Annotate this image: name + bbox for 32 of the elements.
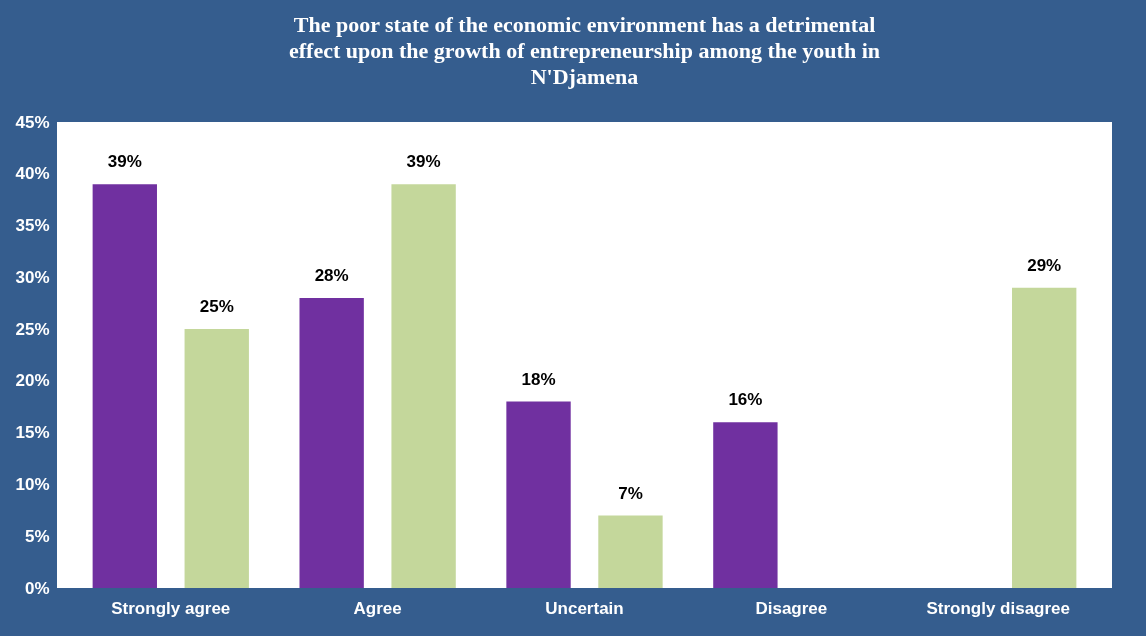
data-label: 28% xyxy=(314,266,349,286)
x-tick-label: Uncertain xyxy=(545,598,624,618)
y-tick-label: 5% xyxy=(24,526,50,546)
y-tick-label: 20% xyxy=(15,371,50,391)
x-tick-label: Strongly agree xyxy=(111,598,231,618)
bar xyxy=(506,401,571,588)
data-label: 25% xyxy=(199,297,234,317)
y-tick-label: 10% xyxy=(15,474,50,494)
data-label: 7% xyxy=(618,483,643,503)
data-label: 18% xyxy=(521,369,556,389)
chart-title: The poor state of the economic environment has a detrimental effect upon the growth of entrepreneurship among the youth in N'Djamena xyxy=(289,12,880,89)
x-tick-label: Agree xyxy=(353,598,402,618)
y-tick-label: 45% xyxy=(15,112,50,132)
bar xyxy=(598,515,663,588)
bar xyxy=(184,329,249,588)
data-label: 16% xyxy=(728,390,763,410)
bar xyxy=(92,184,157,588)
data-label: 29% xyxy=(1027,255,1062,275)
bar xyxy=(713,422,778,588)
bar xyxy=(299,298,364,588)
bar xyxy=(391,184,456,588)
bar xyxy=(1012,287,1077,588)
y-tick-label: 40% xyxy=(15,164,50,184)
y-tick-label: 35% xyxy=(15,216,50,236)
data-label: 39% xyxy=(406,152,441,172)
x-tick-label: Disagree xyxy=(755,598,828,618)
y-tick-label: 0% xyxy=(24,578,50,598)
data-label: 39% xyxy=(107,152,142,172)
y-tick-label: 15% xyxy=(15,423,50,443)
y-tick-label: 30% xyxy=(15,267,50,287)
y-tick-label: 25% xyxy=(15,319,50,339)
x-tick-label: Strongly disagree xyxy=(926,598,1071,618)
